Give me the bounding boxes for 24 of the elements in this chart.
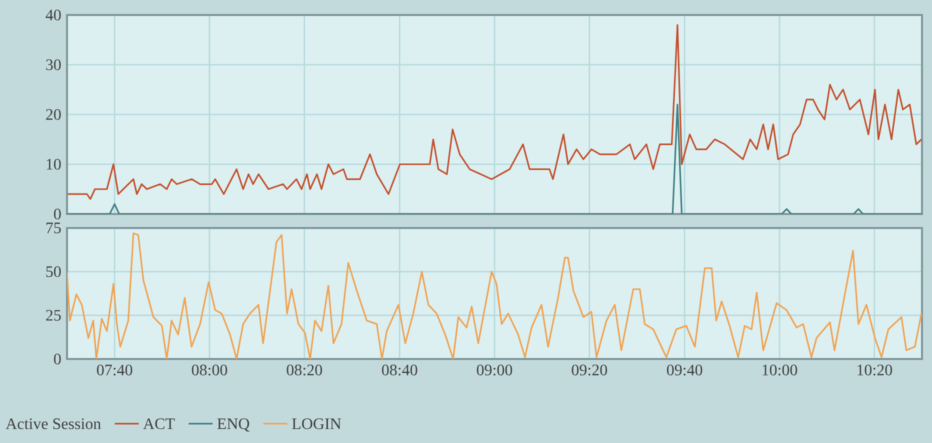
x-tick-label: 08:40 — [382, 364, 418, 376]
x-tick-label: 10:20 — [858, 364, 892, 376]
x-tick-label: 10:00 — [762, 364, 798, 376]
line-series — [67, 104, 922, 214]
legend-title: Active Session — [6, 418, 101, 430]
legend-label: ACT — [143, 418, 175, 430]
y-tick-label: 30 — [46, 59, 61, 70]
y-tick-label: 20 — [46, 109, 61, 120]
x-tick-label: 08:20 — [286, 364, 322, 376]
y-tick-label: 50 — [46, 266, 61, 278]
x-tick-label: 07:40 — [96, 364, 132, 376]
legend-label: ENQ — [217, 418, 250, 432]
x-tick-label: 09:40 — [666, 364, 702, 376]
line-series — [67, 232, 922, 359]
legend-label: LOGIN — [292, 418, 342, 430]
y-tick-label: 0 — [54, 208, 61, 220]
y-tick-label: 75 — [46, 222, 61, 234]
x-tick-label: 08:00 — [192, 364, 228, 376]
y-tick-label: 0 — [54, 354, 61, 364]
y-tick-label: 25 — [46, 310, 61, 321]
y-tick-label: 10 — [46, 158, 61, 170]
x-tick-label: 09:20 — [572, 364, 608, 376]
x-tick-label: 09:00 — [476, 364, 512, 376]
y-tick-label: 40 — [46, 10, 61, 20]
